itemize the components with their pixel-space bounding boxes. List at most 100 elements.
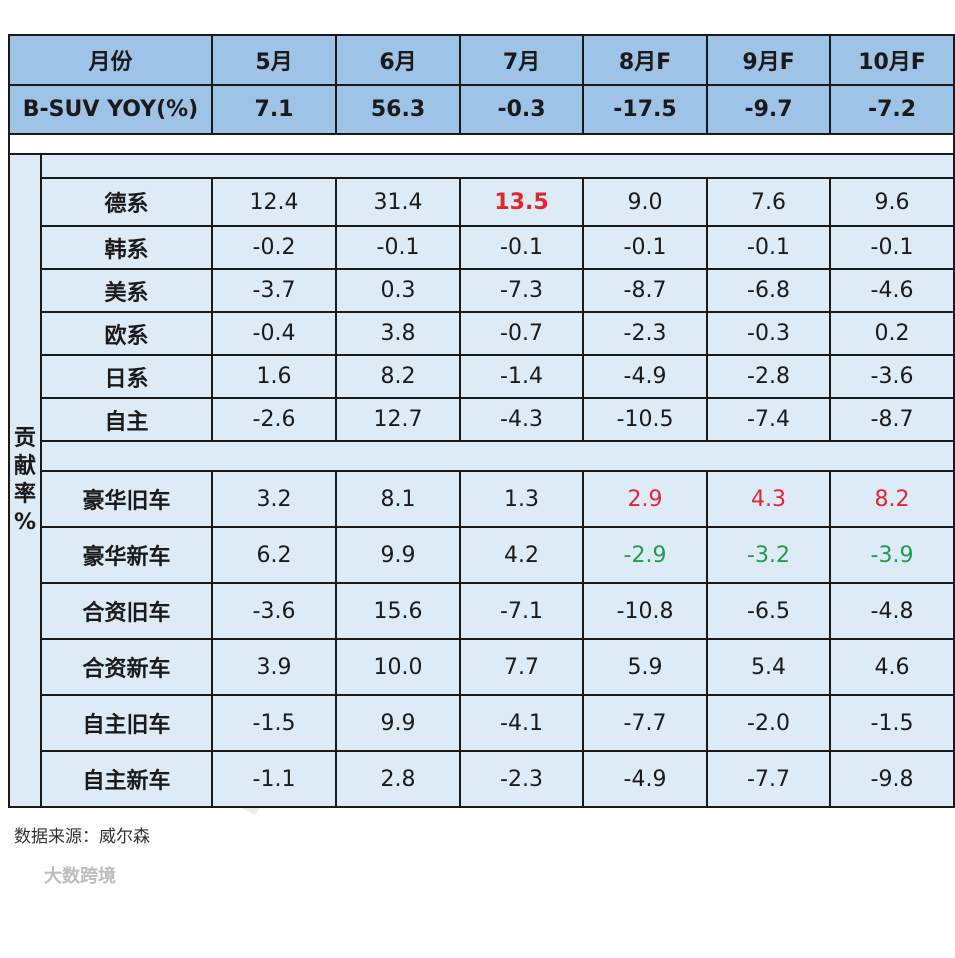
table-row: 自主旧车 -1.5 9.9 -4.1 -7.7 -2.0 -1.5 xyxy=(9,694,955,752)
cell: -0.1 xyxy=(829,225,955,270)
cell: -7.3 xyxy=(459,268,585,313)
table-row: 豪华旧车 3.2 8.1 1.3 2.9 4.3 8.2 xyxy=(9,470,955,528)
row-label: 合资旧车 xyxy=(39,582,214,640)
cell: -0.2 xyxy=(211,225,338,270)
cell: 12.4 xyxy=(211,177,338,227)
contribution-rate-text: 贡献率% xyxy=(14,425,37,535)
row-label: 自主旧车 xyxy=(39,694,214,752)
cell: -0.4 xyxy=(211,311,338,356)
yoy-row: B-SUV YOY(%) 7.1 56.3 -0.3 -17.5 -9.7 -7… xyxy=(7,84,955,135)
cell: -3.6 xyxy=(829,354,955,399)
cell: -0.1 xyxy=(706,225,832,270)
logo-text: 大数跨境 xyxy=(44,866,116,887)
yoy-value: -9.7 xyxy=(706,84,832,135)
row-label: 韩系 xyxy=(39,225,214,270)
cell: 3.8 xyxy=(335,311,462,356)
month-label: 月份 xyxy=(7,34,214,86)
row-label: 美系 xyxy=(39,268,214,313)
cell: 31.4 xyxy=(335,177,462,227)
cell: -3.7 xyxy=(211,268,338,313)
cell: -2.0 xyxy=(706,694,832,752)
table-row: 自主新车 -1.1 2.8 -2.3 -4.9 -7.7 -9.8 xyxy=(9,750,955,808)
cell: -0.7 xyxy=(459,311,585,356)
table-row: 韩系 -0.2 -0.1 -0.1 -0.1 -0.1 -0.1 xyxy=(9,225,955,270)
cell: 3.2 xyxy=(211,470,338,528)
cell-highlight: 13.5 xyxy=(459,177,585,227)
group-separator xyxy=(9,440,955,472)
cell-highlight: 8.2 xyxy=(829,470,955,528)
cell: -4.9 xyxy=(582,750,709,808)
month-col: 8月F xyxy=(582,34,709,86)
yoy-value: 7.1 xyxy=(211,84,338,135)
cell: -2.6 xyxy=(211,397,338,442)
yoy-value: -0.3 xyxy=(459,84,585,135)
cell: -1.5 xyxy=(829,694,955,752)
row-label: 合资新车 xyxy=(39,638,214,696)
cell: -7.4 xyxy=(706,397,832,442)
month-col: 6月 xyxy=(335,34,462,86)
cell: -4.8 xyxy=(829,582,955,640)
table-row: 合资旧车 -3.6 15.6 -7.1 -10.8 -6.5 -4.8 xyxy=(9,582,955,640)
cell: -6.8 xyxy=(706,268,832,313)
cell: 8.2 xyxy=(335,354,462,399)
cell: 10.0 xyxy=(335,638,462,696)
contribution-table: 月份 5月 6月 7月 8月F 9月F 10月F B-SUV YOY(%) 7.… xyxy=(7,34,955,808)
cell: -2.3 xyxy=(582,311,709,356)
cell: 7.7 xyxy=(459,638,585,696)
cell: -1.4 xyxy=(459,354,585,399)
table-row: 德系 12.4 31.4 13.5 9.0 7.6 9.6 xyxy=(9,177,955,227)
cell: -2.8 xyxy=(706,354,832,399)
yoy-label: B-SUV YOY(%) xyxy=(7,84,214,135)
cell: 7.6 xyxy=(706,177,832,227)
cell: -7.7 xyxy=(706,750,832,808)
row-label: 豪华新车 xyxy=(39,526,214,584)
cell: -4.3 xyxy=(459,397,585,442)
cell: 9.6 xyxy=(829,177,955,227)
cell: 5.9 xyxy=(582,638,709,696)
cell: -10.8 xyxy=(582,582,709,640)
cell-highlight: 4.3 xyxy=(706,470,832,528)
row-label: 日系 xyxy=(39,354,214,399)
cell-highlight: -2.9 xyxy=(582,526,709,584)
cell: 15.6 xyxy=(335,582,462,640)
table-row: 美系 -3.7 0.3 -7.3 -8.7 -6.8 -4.6 xyxy=(9,268,955,313)
month-col: 7月 xyxy=(459,34,585,86)
cell: -3.6 xyxy=(211,582,338,640)
cell-highlight: 2.9 xyxy=(582,470,709,528)
cell: -7.7 xyxy=(582,694,709,752)
cell: 4.6 xyxy=(829,638,955,696)
cell: -0.1 xyxy=(335,225,462,270)
cell: 1.3 xyxy=(459,470,585,528)
cell: 1.6 xyxy=(211,354,338,399)
month-col: 9月F xyxy=(706,34,832,86)
cell: -1.1 xyxy=(211,750,338,808)
row-label: 自主新车 xyxy=(39,750,214,808)
cell: -1.5 xyxy=(211,694,338,752)
yoy-value: 56.3 xyxy=(335,84,462,135)
row-label: 豪华旧车 xyxy=(39,470,214,528)
table-row: 自主 -2.6 12.7 -4.3 -10.5 -7.4 -8.7 xyxy=(9,397,955,442)
spacer-row xyxy=(7,133,955,155)
yoy-value: -17.5 xyxy=(582,84,709,135)
logo: 大数跨境 xyxy=(0,862,116,888)
cell: -9.8 xyxy=(829,750,955,808)
cell: -4.6 xyxy=(829,268,955,313)
yoy-value: -7.2 xyxy=(829,84,955,135)
cell: 4.2 xyxy=(459,526,585,584)
table-row: 日系 1.6 8.2 -1.4 -4.9 -2.8 -3.6 xyxy=(9,354,955,399)
cell: -8.7 xyxy=(582,268,709,313)
cell: 6.2 xyxy=(211,526,338,584)
month-header-row: 月份 5月 6月 7月 8月F 9月F 10月F xyxy=(7,34,955,86)
cell: 5.4 xyxy=(706,638,832,696)
cell: 0.3 xyxy=(335,268,462,313)
cell-highlight: -3.9 xyxy=(829,526,955,584)
cell: 8.1 xyxy=(335,470,462,528)
cell: -6.5 xyxy=(706,582,832,640)
cell: 0.2 xyxy=(829,311,955,356)
cell: -0.1 xyxy=(582,225,709,270)
cell: -8.7 xyxy=(829,397,955,442)
row-label: 欧系 xyxy=(39,311,214,356)
cell: 12.7 xyxy=(335,397,462,442)
cell: 3.9 xyxy=(211,638,338,696)
cell: -2.3 xyxy=(459,750,585,808)
